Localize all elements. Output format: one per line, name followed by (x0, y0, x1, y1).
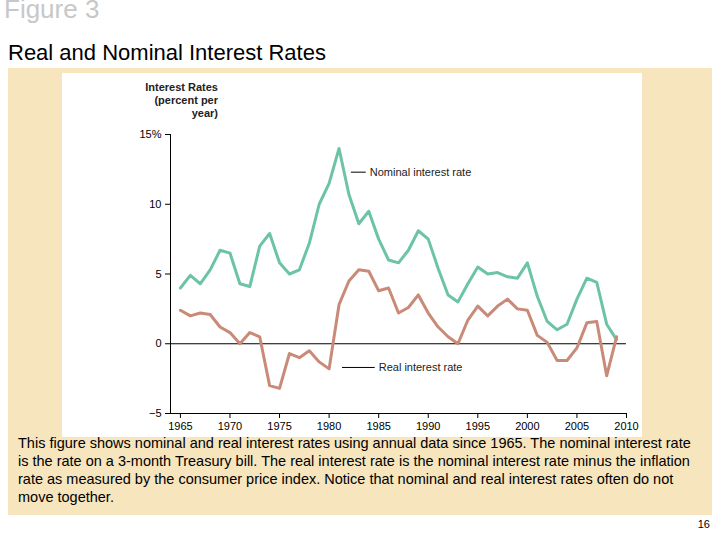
svg-text:10: 10 (149, 198, 161, 210)
svg-text:1985: 1985 (366, 420, 390, 432)
svg-text:0: 0 (155, 337, 161, 349)
svg-text:1975: 1975 (267, 420, 291, 432)
svg-text:2005: 2005 (565, 420, 589, 432)
svg-text:1980: 1980 (317, 420, 341, 432)
svg-text:1995: 1995 (466, 420, 490, 432)
svg-text:15%: 15% (139, 128, 161, 140)
svg-text:1965: 1965 (168, 420, 192, 432)
html-text:Real and Nominal Interest Rate: Real and Nominal Interest Rates (8, 40, 326, 65)
svg-text:−5: −5 (149, 407, 162, 419)
svg-text:5: 5 (155, 268, 161, 280)
svg-text:1970: 1970 (218, 420, 242, 432)
html-text:This figure shows nominal and: This figure shows nominal and real inter… (18, 435, 691, 505)
svg-text:2010: 2010 (614, 420, 638, 432)
html-text:Interest Rates (percent per ye: Interest Rates (percent per year) (145, 81, 218, 119)
html-text:16: 16 (697, 518, 710, 530)
svg-text:1990: 1990 (416, 420, 440, 432)
svg-text:Real interest rate: Real interest rate (379, 361, 463, 373)
svg-text:Nominal interest rate: Nominal interest rate (370, 166, 472, 178)
svg-text:2000: 2000 (515, 420, 539, 432)
